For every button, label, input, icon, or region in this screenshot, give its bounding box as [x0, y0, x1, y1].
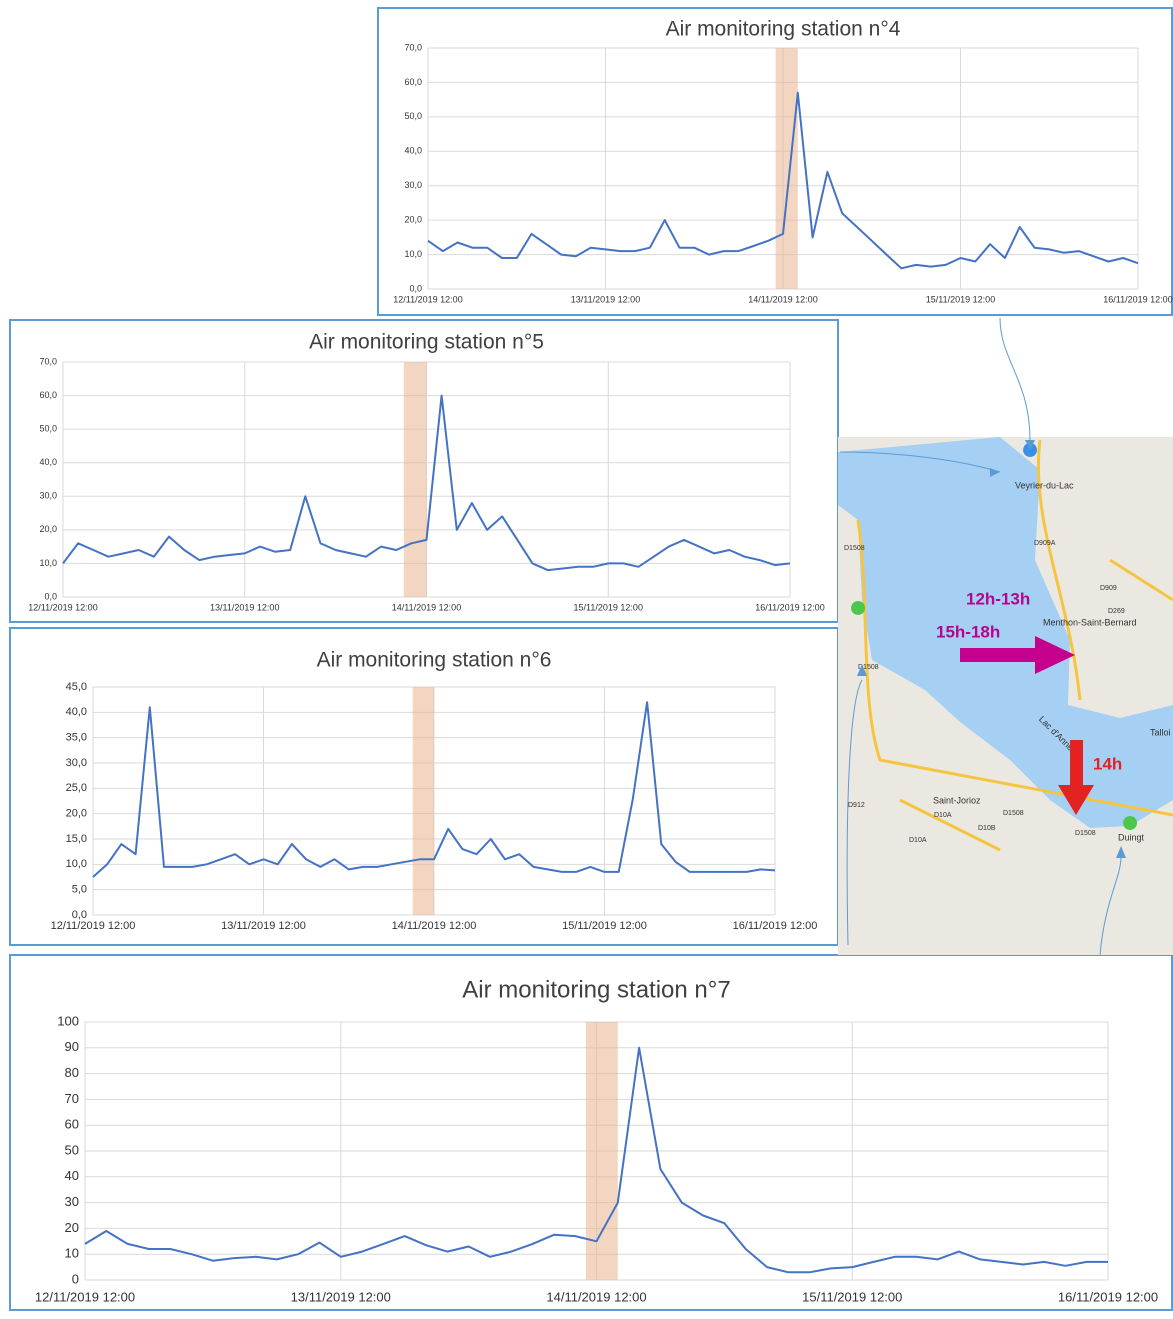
y-tick-label: 70,0 [39, 356, 57, 366]
road-label: D1508 [844, 545, 865, 552]
highlight-band [586, 1022, 618, 1280]
highlight-band [776, 48, 798, 289]
y-tick-label: 20 [65, 1220, 79, 1235]
y-tick-label: 30 [65, 1194, 79, 1209]
y-tick-label: 20,0 [404, 215, 422, 225]
y-tick-label: 20,0 [66, 808, 87, 820]
x-tick-label: 13/11/2019 12:00 [210, 602, 279, 612]
x-tick-label: 12/11/2019 12:00 [51, 920, 136, 932]
x-tick-label: 16/11/2019 12:00 [1103, 294, 1172, 304]
road-label: D10A [909, 837, 927, 844]
chart-title: Air monitoring station n°7 [462, 976, 730, 1003]
x-tick-label: 13/11/2019 12:00 [571, 294, 640, 304]
time-annotation: 15h-18h [936, 622, 1000, 641]
y-tick-label: 30,0 [39, 491, 57, 501]
x-tick-label: 13/11/2019 12:00 [291, 1289, 391, 1304]
y-tick-label: 70 [65, 1091, 79, 1106]
time-annotation: 14h [1093, 754, 1122, 773]
chart: Air monitoring station n°7 0 10 20 30 40 50 60 7… [10, 955, 1172, 1310]
chart-title: Air monitoring station n°5 [309, 331, 544, 354]
y-tick-label: 45,0 [66, 681, 87, 693]
highlight-band [404, 362, 427, 597]
y-tick-label: 100 [57, 1013, 79, 1028]
road-label: D909A [1034, 540, 1056, 547]
y-tick-label: 60,0 [404, 77, 422, 87]
y-tick-label: 40,0 [404, 146, 422, 156]
x-tick-label: 15/11/2019 12:00 [802, 1289, 902, 1304]
y-tick-label: 0,0 [409, 283, 422, 293]
chart: Air monitoring station n°60,05,010,015,0… [10, 628, 838, 945]
y-tick-label: 90 [65, 1039, 79, 1054]
y-tick-label: 0,0 [44, 591, 57, 601]
road-label: D1508 [1075, 830, 1096, 837]
time-annotation: 12h-13h [966, 589, 1030, 608]
chart: Air monitoring station n°5 0,0 10,0 20,0 30,… [10, 320, 838, 622]
y-tick-label: 30,0 [404, 180, 422, 190]
x-tick-label: 14/11/2019 12:00 [748, 294, 817, 304]
y-tick-label: 10,0 [404, 249, 422, 259]
road-label: D912 [848, 802, 865, 809]
y-tick-label: 5,0 [72, 884, 87, 896]
x-tick-label: 16/11/2019 12:00 [755, 602, 824, 612]
connector [1000, 318, 1030, 440]
y-tick-label: 35,0 [66, 732, 87, 744]
road-label: D909 [1100, 585, 1117, 592]
y-tick-label: 40 [65, 1168, 79, 1183]
y-tick-label: 50 [65, 1142, 79, 1157]
x-tick-label: 14/11/2019 12:00 [392, 920, 477, 932]
figure: Air monitoring station n°4 0,0 10,0 20,0 30,… [0, 0, 1173, 1314]
station-pin [1123, 816, 1137, 830]
y-tick-label: 15,0 [66, 833, 87, 845]
y-tick-label: 0 [72, 1271, 79, 1286]
x-tick-label: 12/11/2019 12:00 [393, 294, 462, 304]
place-label: Menthon-Saint-Bernard [1043, 617, 1137, 627]
y-tick-label: 80 [65, 1065, 79, 1080]
place-label: Duingt [1118, 832, 1145, 842]
highlight-band [413, 687, 434, 915]
x-tick-label: 14/11/2019 12:00 [392, 602, 461, 612]
road-label: D269 [1108, 608, 1125, 615]
y-tick-label: 30,0 [66, 757, 87, 769]
chart: Air monitoring station n°4 0,0 10,0 20,0 30,… [378, 8, 1173, 315]
station-pin [851, 601, 865, 615]
y-tick-label: 40,0 [66, 706, 87, 718]
x-tick-label: 12/11/2019 12:00 [35, 1289, 135, 1304]
map: Veyrier-du-Lac Menthon-Saint-Bernard Lac… [838, 318, 1173, 955]
road-label: D10B [978, 825, 996, 832]
y-tick-label: 10,0 [66, 858, 87, 870]
road-label: D1508 [1003, 810, 1024, 817]
x-tick-label: 16/11/2019 12:00 [733, 920, 818, 932]
chart-title: Air monitoring station n°4 [666, 18, 901, 41]
x-tick-label: 16/11/2019 12:00 [1058, 1289, 1158, 1304]
x-tick-label: 15/11/2019 12:00 [926, 294, 995, 304]
page: {"chart_data":[ {"type":"line","title":"… [0, 0, 1173, 1314]
chart-frame [378, 8, 1172, 315]
x-tick-label: 12/11/2019 12:00 [28, 602, 97, 612]
y-tick-label: 25,0 [66, 782, 87, 794]
x-tick-label: 15/11/2019 12:00 [574, 602, 643, 612]
chart-title: Air monitoring station n°6 [317, 649, 552, 672]
y-tick-label: 40,0 [39, 457, 57, 467]
y-tick-label: 50,0 [39, 424, 57, 434]
y-tick-label: 50,0 [404, 111, 422, 121]
x-tick-label: 15/11/2019 12:00 [562, 920, 647, 932]
y-tick-label: 60,0 [39, 390, 57, 400]
y-tick-label: 10,0 [39, 558, 57, 568]
y-tick-label: 60 [65, 1117, 79, 1132]
place-label: Veyrier-du-Lac [1015, 480, 1074, 490]
x-tick-label: 13/11/2019 12:00 [221, 920, 306, 932]
place-label: Saint-Jorioz [933, 795, 981, 805]
y-tick-label: 10 [65, 1246, 79, 1261]
road-label: D10A [934, 812, 952, 819]
x-tick-label: 14/11/2019 12:00 [546, 1289, 646, 1304]
place-label: Talloi [1150, 727, 1171, 737]
y-tick-label: 20,0 [39, 524, 57, 534]
y-tick-label: 70,0 [404, 42, 422, 52]
